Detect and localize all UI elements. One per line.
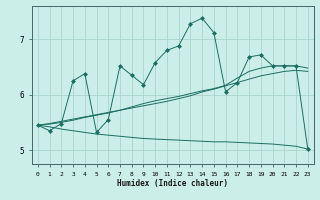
X-axis label: Humidex (Indice chaleur): Humidex (Indice chaleur): [117, 179, 228, 188]
